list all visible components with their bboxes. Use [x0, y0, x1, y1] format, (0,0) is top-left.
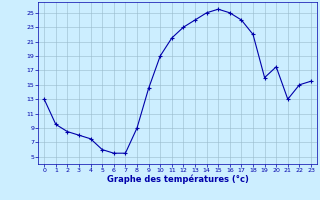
X-axis label: Graphe des températures (°c): Graphe des températures (°c) [107, 175, 249, 184]
